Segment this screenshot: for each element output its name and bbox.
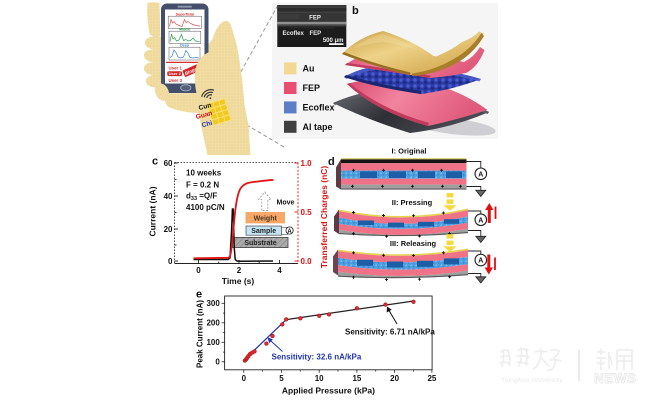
svg-text:FEP: FEP bbox=[303, 83, 321, 93]
svg-text:Tsinghua University: Tsinghua University bbox=[501, 377, 563, 384]
svg-text:25: 25 bbox=[427, 374, 436, 383]
svg-text:Ecoflex: Ecoflex bbox=[303, 103, 335, 113]
svg-text:User 3: User 3 bbox=[169, 78, 183, 83]
svg-text:Ecoflex: Ecoflex bbox=[283, 31, 305, 37]
svg-text:Deep: Deep bbox=[180, 44, 190, 48]
svg-text:A: A bbox=[478, 258, 483, 265]
svg-text:NEWS: NEWS bbox=[594, 371, 637, 386]
svg-text:0.0: 0.0 bbox=[301, 257, 313, 266]
svg-text:b: b bbox=[352, 5, 359, 17]
svg-text:0: 0 bbox=[215, 358, 220, 367]
svg-text:User 1: User 1 bbox=[169, 66, 183, 71]
svg-text:Time (s): Time (s) bbox=[222, 276, 255, 286]
svg-text:A: A bbox=[287, 229, 292, 235]
svg-text:Current (nA): Current (nA) bbox=[148, 186, 158, 236]
svg-text:10: 10 bbox=[315, 374, 324, 383]
svg-text:Substrate: Substrate bbox=[244, 240, 276, 247]
svg-text:Peak Current (nA): Peak Current (nA) bbox=[196, 300, 205, 368]
svg-text:FEP: FEP bbox=[309, 16, 321, 22]
svg-text:100: 100 bbox=[206, 338, 220, 347]
svg-text:20: 20 bbox=[164, 225, 173, 234]
svg-text:0.5: 0.5 bbox=[301, 208, 313, 217]
svg-text:d: d bbox=[328, 156, 335, 168]
svg-text:0: 0 bbox=[242, 374, 247, 383]
svg-text:Superficial: Superficial bbox=[176, 12, 194, 16]
svg-text:1.0: 1.0 bbox=[301, 159, 313, 168]
svg-text:Move: Move bbox=[277, 200, 295, 207]
svg-text:Sample: Sample bbox=[251, 228, 276, 235]
svg-text:4: 4 bbox=[277, 266, 282, 275]
svg-text:Transferred Charges (nC): Transferred Charges (nC) bbox=[319, 166, 329, 269]
svg-text:II: Pressing: II: Pressing bbox=[392, 198, 433, 207]
svg-text:User 2: User 2 bbox=[169, 71, 182, 76]
svg-text:10 weeks: 10 weeks bbox=[186, 169, 222, 178]
svg-text:e: e bbox=[196, 289, 202, 301]
svg-text:Weight: Weight bbox=[254, 215, 278, 222]
svg-text:Chi: Chi bbox=[201, 120, 213, 130]
svg-text:d33 =Q/F: d33 =Q/F bbox=[186, 192, 217, 203]
svg-text:A: A bbox=[478, 217, 483, 224]
svg-text:Sensitivity: 32.6 nA/kPa: Sensitivity: 32.6 nA/kPa bbox=[272, 353, 362, 362]
svg-text:Cun: Cun bbox=[198, 102, 212, 112]
svg-text:300: 300 bbox=[206, 299, 220, 308]
svg-text:Middle: Middle bbox=[179, 28, 190, 32]
svg-text:2: 2 bbox=[237, 266, 242, 275]
svg-text:40: 40 bbox=[164, 192, 173, 201]
svg-text:0: 0 bbox=[196, 266, 201, 275]
svg-text:F = 0.2 N: F = 0.2 N bbox=[186, 180, 219, 189]
svg-text:c: c bbox=[152, 156, 158, 168]
svg-text:FEP: FEP bbox=[310, 31, 322, 37]
svg-text:4100 pC/N: 4100 pC/N bbox=[186, 203, 225, 212]
svg-text:200: 200 bbox=[206, 319, 220, 328]
svg-text:Guan: Guan bbox=[195, 110, 213, 121]
svg-text:I: Original: I: Original bbox=[391, 146, 426, 155]
svg-text:500 μm: 500 μm bbox=[323, 38, 344, 44]
svg-text:Al tape: Al tape bbox=[303, 122, 333, 132]
svg-text:Bingo!: Bingo! bbox=[184, 65, 200, 76]
svg-text:0: 0 bbox=[168, 257, 173, 266]
svg-text:60: 60 bbox=[164, 159, 173, 168]
svg-text:Au: Au bbox=[303, 64, 315, 74]
svg-text:15: 15 bbox=[352, 374, 361, 383]
svg-text:III: Releasing: III: Releasing bbox=[390, 239, 437, 248]
svg-text:20: 20 bbox=[390, 374, 399, 383]
svg-text:A: A bbox=[478, 172, 483, 179]
svg-text:Applied Pressure (kPa): Applied Pressure (kPa) bbox=[282, 385, 375, 395]
svg-text:5: 5 bbox=[279, 374, 284, 383]
svg-text:Sensitivity: 6.71 nA/kPa: Sensitivity: 6.71 nA/kPa bbox=[345, 328, 435, 337]
